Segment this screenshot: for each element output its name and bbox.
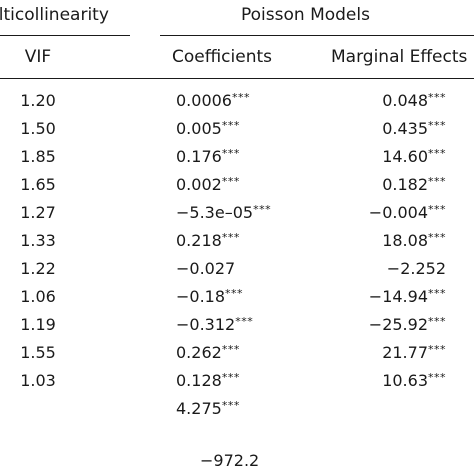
- vif-cell: 1.27: [20, 203, 56, 222]
- group-rule-left: [0, 35, 130, 36]
- significance-stars: ***: [428, 371, 446, 384]
- significance-stars: ***: [221, 231, 240, 244]
- group-header-multicollinearity: ulticollinearity: [0, 5, 109, 25]
- vif-cell: 1.65: [20, 175, 56, 194]
- column-header-marginal-effects: Marginal Effects: [331, 47, 468, 67]
- significance-stars: ***: [221, 371, 240, 384]
- vif-cell: 1.22: [20, 259, 56, 278]
- marginal-effect-value: 18.08: [382, 231, 428, 250]
- coefficient-value: 0.176: [176, 147, 222, 166]
- coefficient-cell: 0.0006***: [176, 91, 250, 110]
- significance-stars: ***: [221, 343, 240, 356]
- significance-stars: ***: [428, 91, 446, 104]
- vif-cell: 1.50: [20, 119, 56, 138]
- marginal-effect-cell: 18.08***: [382, 231, 446, 250]
- coefficient-cell: 0.002***: [176, 175, 240, 194]
- marginal-effect-cell: −14.94***: [369, 287, 446, 306]
- significance-stars: ***: [221, 119, 240, 132]
- coefficient-cell: 0.005***: [176, 119, 240, 138]
- significance-stars: ***: [428, 287, 446, 300]
- coefficient-value: 4.275: [176, 399, 222, 418]
- coefficient-cell: 0.262***: [176, 343, 240, 362]
- coefficient-value: 0.0006: [176, 91, 232, 110]
- coefficient-cell: −0.18***: [176, 287, 243, 306]
- marginal-effect-value: 10.63: [382, 371, 428, 390]
- significance-stars: ***: [235, 315, 254, 328]
- marginal-effect-value: −25.92: [368, 315, 428, 334]
- significance-stars: ***: [428, 147, 446, 160]
- significance-stars: ***: [428, 119, 446, 132]
- vif-cell: 1.19: [20, 315, 56, 334]
- coefficient-value: −0.027: [176, 259, 236, 278]
- marginal-effect-cell: 0.435***: [382, 119, 446, 138]
- coefficient-cell: 4.275***: [176, 399, 240, 418]
- coefficient-value: 0.002: [176, 175, 222, 194]
- marginal-effect-cell: 0.182***: [382, 175, 446, 194]
- group-rule-right: [160, 35, 474, 36]
- significance-stars: ***: [221, 175, 240, 188]
- marginal-effect-value: −14.94: [368, 287, 428, 306]
- significance-stars: ***: [428, 231, 446, 244]
- marginal-effect-value: 21.77: [382, 343, 428, 362]
- coefficient-value: 0.262: [176, 343, 222, 362]
- group-header-poisson-models: Poisson Models: [241, 5, 370, 25]
- coefficient-cell: −972.2: [200, 451, 259, 470]
- marginal-effect-cell: −0.004***: [369, 203, 446, 222]
- vif-cell: 1.85: [20, 147, 56, 166]
- vif-cell: 1.06: [20, 287, 56, 306]
- coefficient-cell: −5.3e–05***: [176, 203, 271, 222]
- coefficient-value: −0.18: [176, 287, 226, 306]
- significance-stars: ***: [428, 175, 446, 188]
- coefficient-value: 0.005: [176, 119, 222, 138]
- marginal-effect-value: 14.60: [382, 147, 428, 166]
- vif-cell: 1.33: [20, 231, 56, 250]
- significance-stars: ***: [225, 287, 244, 300]
- marginal-effect-value: 0.048: [382, 91, 428, 110]
- significance-stars: ***: [428, 343, 446, 356]
- marginal-effect-value: −2.252: [386, 259, 446, 278]
- marginal-effect-cell: 10.63***: [382, 371, 446, 390]
- marginal-effect-cell: 14.60***: [382, 147, 446, 166]
- significance-stars: ***: [428, 203, 446, 216]
- coefficient-cell: −0.027: [176, 259, 235, 278]
- column-header-coefficients: Coefficients: [172, 47, 272, 67]
- significance-stars: ***: [428, 315, 446, 328]
- marginal-effect-value: 0.182: [382, 175, 428, 194]
- coefficient-value: −972.2: [200, 451, 260, 470]
- marginal-effect-value: 0.435: [382, 119, 428, 138]
- marginal-effect-cell: 0.048***: [382, 91, 446, 110]
- coefficient-cell: 0.128***: [176, 371, 240, 390]
- coefficient-cell: 0.218***: [176, 231, 240, 250]
- significance-stars: ***: [253, 203, 272, 216]
- coefficient-cell: −0.312***: [176, 315, 253, 334]
- significance-stars: ***: [221, 399, 240, 412]
- column-header-vif: VIF: [24, 47, 52, 67]
- vif-cell: 1.20: [20, 91, 56, 110]
- marginal-effect-cell: 21.77***: [382, 343, 446, 362]
- vif-cell: 1.55: [20, 343, 56, 362]
- significance-stars: ***: [221, 147, 240, 160]
- marginal-effect-cell: −2.252: [387, 259, 446, 278]
- marginal-effect-value: −0.004: [368, 203, 428, 222]
- vif-cell: 1.03: [20, 371, 56, 390]
- coefficient-cell: 0.176***: [176, 147, 240, 166]
- header-bottom-rule: [0, 78, 474, 79]
- coefficient-value: 0.218: [176, 231, 222, 250]
- marginal-effect-cell: −25.92***: [369, 315, 446, 334]
- significance-stars: ***: [231, 91, 250, 104]
- coefficient-value: 0.128: [176, 371, 222, 390]
- coefficient-value: −0.312: [176, 315, 236, 334]
- coefficient-value: −5.3e–05: [176, 203, 254, 222]
